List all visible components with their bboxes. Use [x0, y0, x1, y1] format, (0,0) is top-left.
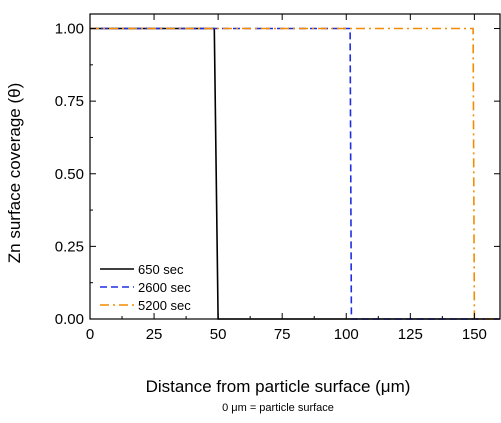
y-tick-label-0: 0.00 [55, 311, 84, 328]
y-axis-label: Zn surface coverage (θ) [5, 83, 24, 263]
x-tick-label-5: 125 [398, 326, 423, 343]
x-axis-label: Distance from particle surface (μm) [146, 377, 411, 396]
plot-area: 0 25 50 75 100 125 150 0.00 0.25 0.50 0.75 1.00 650 … [55, 13, 501, 343]
x-tick-label-1: 25 [146, 326, 163, 343]
legend-label-2: 2600 sec [138, 280, 191, 295]
x-tick-label-3: 75 [274, 326, 291, 343]
plot-frame [89, 13, 501, 320]
legend-label-3: 5200 sec [138, 298, 191, 313]
x-tick-label-4: 100 [334, 326, 359, 343]
axis-note: 0 μm = particle surface [222, 402, 334, 414]
y-tick-label-1: 0.25 [55, 238, 84, 255]
x-tick-label-0: 0 [86, 326, 94, 343]
y-tick-label-4: 1.00 [55, 21, 84, 38]
legend-label-1: 650 sec [138, 262, 184, 277]
x-tick-label-6: 150 [462, 326, 487, 343]
y-tick-label-2: 0.50 [55, 166, 84, 183]
y-tick-label-3: 0.75 [55, 93, 84, 110]
x-tick-label-2: 50 [210, 326, 227, 343]
